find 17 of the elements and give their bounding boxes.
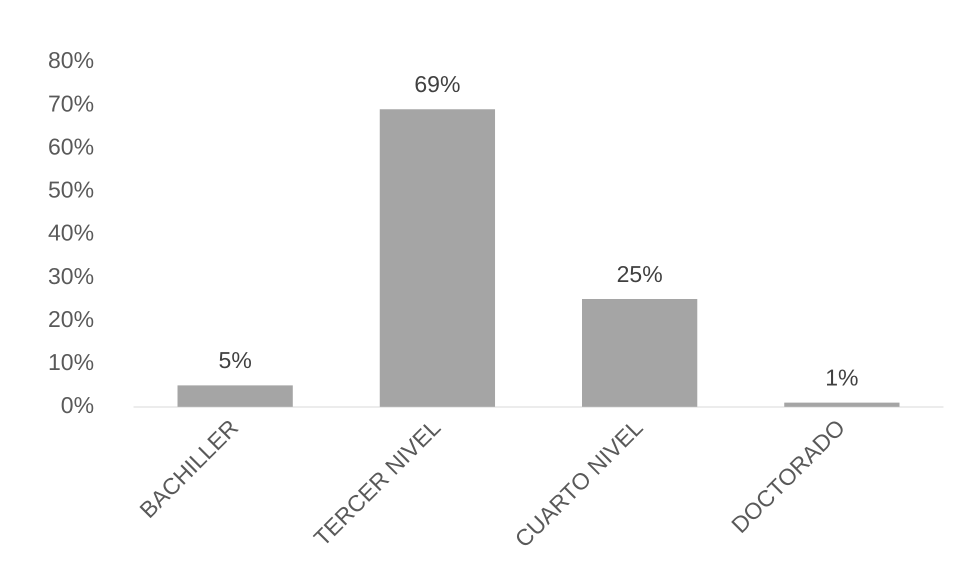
- y-tick-label: 40%: [48, 220, 94, 246]
- y-tick-label: 60%: [48, 133, 94, 160]
- data-label: 1%: [825, 364, 859, 390]
- bar: [784, 402, 900, 407]
- y-tick-label: 80%: [48, 47, 94, 74]
- bar: [380, 109, 496, 407]
- data-label: 25%: [616, 260, 663, 287]
- data-label: 5%: [218, 347, 252, 374]
- y-tick-label: 30%: [48, 262, 94, 289]
- y-tick-label: 0%: [60, 392, 94, 418]
- bar: [178, 385, 293, 407]
- y-tick-label: 10%: [48, 349, 94, 376]
- y-tick-label: 70%: [48, 90, 94, 116]
- bar: [582, 299, 698, 407]
- y-tick-label: 50%: [48, 176, 94, 203]
- data-label: 69%: [414, 71, 460, 98]
- y-tick-label: 20%: [48, 306, 94, 332]
